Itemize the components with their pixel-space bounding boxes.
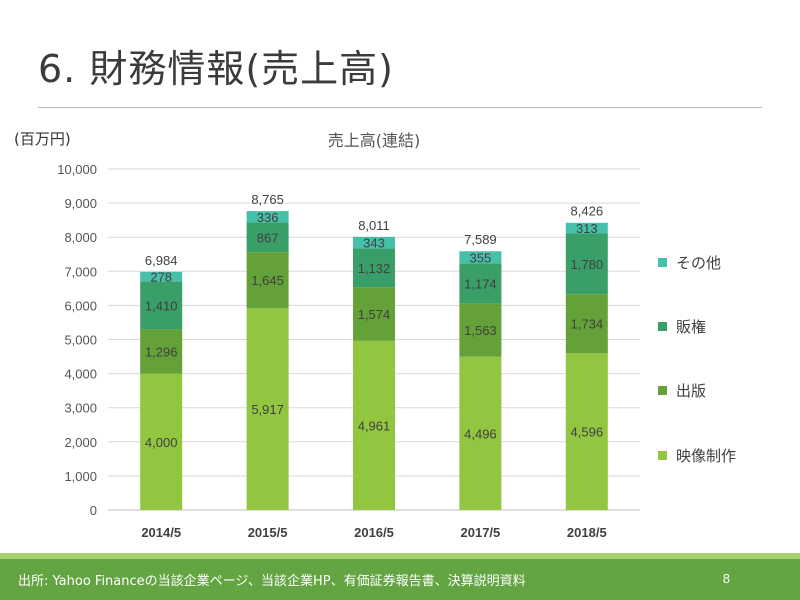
x-tick-label: 2018/5 xyxy=(567,525,607,540)
data-label: 1,174 xyxy=(464,276,497,291)
legend-swatch-その他 xyxy=(658,258,667,267)
y-tick-label: 4,000 xyxy=(64,367,97,382)
bar-segment-出版 xyxy=(459,303,502,357)
unit-label: (百万円) xyxy=(14,130,71,148)
bar-segment-映像制作 xyxy=(246,308,289,510)
total-label: 8,765 xyxy=(251,192,284,207)
bar-segment-映像制作 xyxy=(459,356,502,510)
source-note: 出所: Yahoo Financeの当該企業ページ、当該企業HP、有価証券報告書… xyxy=(18,574,526,589)
bar-segment-出版 xyxy=(140,329,183,374)
legend-swatch-出版 xyxy=(658,386,667,395)
y-tick-label: 0 xyxy=(90,503,97,518)
bar-segment-映像制作 xyxy=(140,373,183,510)
footer-accent-stripe xyxy=(0,553,800,559)
total-label: 7,589 xyxy=(464,232,497,247)
data-label: 4,496 xyxy=(464,426,497,441)
data-label: 343 xyxy=(363,236,385,251)
data-label: 1,645 xyxy=(251,273,284,288)
bar-segment-販権 xyxy=(459,263,502,304)
footer-bar: 出所: Yahoo Financeの当該企業ページ、当該企業HP、有価証券報告書… xyxy=(0,553,800,600)
title-divider xyxy=(38,107,762,108)
x-tick-label: 2017/5 xyxy=(461,525,501,540)
data-label: 1,574 xyxy=(358,307,391,322)
y-tick-label: 2,000 xyxy=(64,435,97,450)
page-number: 8 xyxy=(722,571,730,586)
data-label: 1,780 xyxy=(571,257,604,272)
y-tick-label: 5,000 xyxy=(64,333,97,348)
data-label: 336 xyxy=(257,210,279,225)
bar-segment-販権 xyxy=(140,281,183,330)
bar-segment-その他 xyxy=(459,251,502,264)
data-label: 4,961 xyxy=(358,418,391,433)
data-label: 1,734 xyxy=(571,317,604,332)
data-label: 867 xyxy=(257,230,279,245)
bar-segment-出版 xyxy=(353,287,395,341)
bar-segment-その他 xyxy=(565,222,608,234)
legend-label: 出版 xyxy=(676,382,706,400)
data-label: 313 xyxy=(576,221,598,236)
bar-segment-販権 xyxy=(565,233,608,295)
bar-segment-販権 xyxy=(353,248,395,288)
y-tick-label: 9,000 xyxy=(64,196,97,211)
legend-label: 映像制作 xyxy=(676,447,736,465)
data-label: 278 xyxy=(150,270,172,285)
data-label: 355 xyxy=(470,250,492,265)
legend-label: 販権 xyxy=(676,318,706,336)
bar-segment-映像制作 xyxy=(565,353,608,510)
legend-swatch-映像制作 xyxy=(658,451,667,460)
bar-segment-映像制作 xyxy=(353,340,395,510)
bar-segment-販権 xyxy=(246,222,289,253)
total-label: 8,011 xyxy=(358,218,390,233)
data-label: 5,917 xyxy=(251,402,284,417)
slide-title: 6. 財務情報(売上高) xyxy=(38,47,394,91)
total-label: 8,426 xyxy=(571,204,604,219)
bar-segment-その他 xyxy=(246,211,289,223)
x-tick-label: 2014/5 xyxy=(141,525,181,540)
bar-segment-その他 xyxy=(140,271,183,282)
stacked-bar-chart: 売上高(連結) 0 1,000 2,000 3,000 4,000 5,000 6,000 7,… xyxy=(57,131,736,540)
legend-label: その他 xyxy=(676,254,721,272)
x-tick-label: 2016/5 xyxy=(354,525,394,540)
y-tick-label: 8,000 xyxy=(64,230,97,245)
bar-segment-出版 xyxy=(246,252,289,309)
bar-segment-出版 xyxy=(565,294,608,354)
bar-segment-その他 xyxy=(353,236,395,249)
data-label: 1,296 xyxy=(145,345,178,360)
y-tick-label: 1,000 xyxy=(64,469,97,484)
data-label: 1,563 xyxy=(464,323,497,338)
data-label: 4,000 xyxy=(145,435,178,450)
y-tick-label: 6,000 xyxy=(64,298,97,313)
x-tick-label: 2015/5 xyxy=(248,525,288,540)
data-label: 1,410 xyxy=(145,298,178,313)
y-tick-label: 10,000 xyxy=(57,162,97,177)
y-tick-label: 3,000 xyxy=(64,401,97,416)
total-label: 6,984 xyxy=(145,253,178,268)
data-label: 4,596 xyxy=(571,425,604,440)
legend-swatch-販権 xyxy=(658,322,667,331)
chart-title: 売上高(連結) xyxy=(328,131,421,150)
y-tick-label: 7,000 xyxy=(64,264,97,279)
data-label: 1,132 xyxy=(358,261,391,276)
